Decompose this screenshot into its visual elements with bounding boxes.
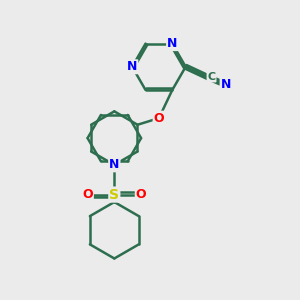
Text: S: S [109, 188, 119, 202]
Text: O: O [82, 188, 93, 201]
Text: N: N [109, 158, 119, 171]
Text: N: N [127, 60, 137, 73]
Text: N: N [220, 78, 231, 91]
Text: N: N [167, 37, 178, 50]
Text: C: C [208, 72, 216, 82]
Text: O: O [136, 188, 146, 201]
Text: O: O [154, 112, 164, 125]
